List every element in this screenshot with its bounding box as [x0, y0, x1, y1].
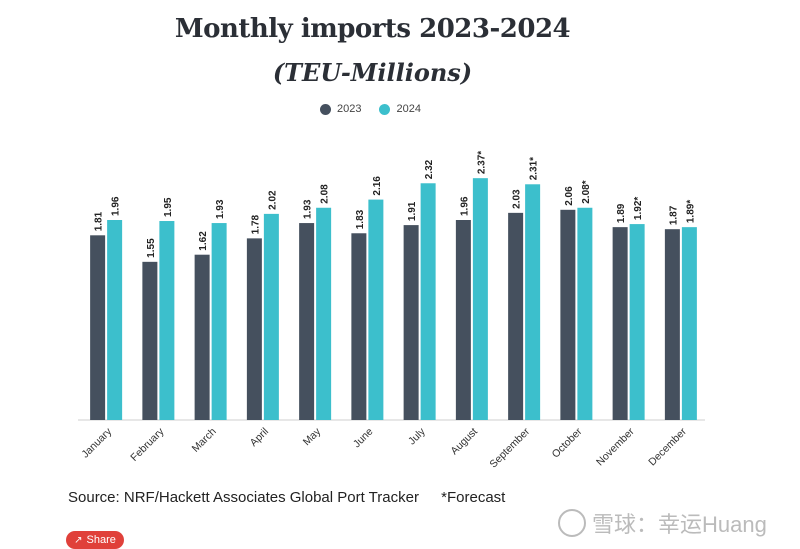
x-tick-label-january: January — [79, 425, 114, 460]
bar-2024-june — [368, 199, 384, 420]
legend-label-2023: 2023 — [337, 103, 362, 115]
data-label-2023-july: 1.91 — [407, 201, 418, 221]
share-icon: ↗ — [74, 534, 83, 546]
data-label-2024-august: 2.37* — [476, 151, 487, 174]
bar-2024-september — [525, 184, 541, 420]
data-label-2024-june: 2.16 — [372, 176, 383, 196]
bar-2024-january — [107, 220, 123, 420]
x-tick-label-june: June — [351, 426, 376, 451]
data-label-2024-december: 1.89* — [685, 200, 696, 223]
x-tick-label-april: April — [248, 426, 271, 449]
bar-2023-september — [508, 212, 524, 420]
legend-swatch-2024 — [379, 103, 391, 115]
bar-2023-july — [403, 225, 419, 420]
legend-label-2024: 2024 — [396, 103, 421, 115]
data-label-2024-october: 2.08* — [581, 180, 592, 203]
data-label-2023-may: 1.93 — [303, 199, 314, 219]
x-tick-label-march: March — [190, 426, 219, 455]
data-label-2023-november: 1.89 — [616, 203, 627, 223]
bar-2023-november — [612, 227, 628, 420]
legend-item-2023: 2023 — [320, 103, 361, 115]
x-tick-label-december: December — [646, 425, 689, 468]
x-tick-label-july: July — [406, 425, 428, 447]
watermark-text: 雪球：幸运Huang — [592, 512, 767, 537]
source-text: Source: NRF/Hackett Associates Global Po… — [68, 489, 419, 506]
data-label-2023-september: 2.03 — [512, 189, 523, 209]
forecast-note: *Forecast — [441, 489, 506, 506]
x-tick-label-october: October — [550, 425, 585, 460]
watermark-logo-icon — [558, 509, 586, 537]
bar-2024-november — [629, 224, 645, 420]
bar-2024-february — [159, 221, 175, 420]
x-tick-label-august: August — [448, 426, 480, 458]
bar-2023-october — [560, 209, 576, 420]
data-label-2023-august: 1.96 — [459, 196, 470, 216]
bar-2024-october — [577, 207, 593, 420]
data-label-2024-january: 1.96 — [111, 196, 122, 216]
data-label-2024-november: 1.92* — [633, 197, 644, 220]
bar-2023-january — [90, 235, 106, 420]
bar-2023-february — [142, 261, 158, 420]
data-label-2023-january: 1.81 — [94, 211, 105, 231]
bar-2023-june — [351, 233, 367, 420]
data-label-2023-february: 1.55 — [146, 238, 157, 258]
bar-2024-december — [681, 227, 697, 420]
bar-2023-april — [246, 238, 262, 420]
bar-2023-march — [194, 254, 210, 420]
x-tick-label-may: May — [301, 425, 324, 448]
bar-2024-march — [211, 223, 227, 420]
source-note: Source: NRF/Hackett Associates Global Po… — [68, 489, 505, 506]
x-tick-label-february: February — [128, 425, 167, 464]
data-label-2024-february: 1.95 — [163, 197, 174, 217]
legend-item-2024: 2024 — [379, 103, 421, 115]
data-label-2023-april: 1.78 — [250, 214, 261, 234]
data-label-2023-march: 1.62 — [198, 231, 209, 251]
bar-2023-august — [455, 220, 471, 420]
bar-2024-july — [420, 183, 436, 420]
chart-title: Monthly imports 2023-2024 — [174, 14, 571, 44]
legend-swatch-2023 — [320, 103, 331, 115]
bar-2024-april — [263, 213, 279, 420]
bar-2024-august — [472, 178, 488, 420]
share-button[interactable]: ↗ Share — [66, 531, 124, 549]
data-label-2023-december: 1.87 — [668, 205, 679, 225]
data-label-2024-september: 2.31* — [529, 157, 540, 180]
data-label-2023-june: 1.83 — [355, 209, 366, 229]
bar-2023-december — [664, 229, 680, 420]
watermark: 雪球：幸运Huang — [558, 507, 767, 539]
x-tick-label-november: November — [594, 425, 637, 468]
share-button-label: Share — [86, 534, 116, 546]
data-label-2024-may: 2.08 — [320, 184, 331, 204]
bar-2024-may — [316, 207, 332, 420]
bar-2023-may — [299, 223, 315, 420]
chart-legend: 2023 2024 — [320, 103, 421, 115]
chart-subtitle: (TEU-Millions) — [272, 58, 473, 87]
data-label-2024-april: 2.02 — [267, 190, 278, 210]
data-label-2024-march: 1.93 — [215, 199, 226, 219]
x-tick-label-september: September — [487, 425, 532, 470]
data-label-2023-october: 2.06 — [564, 186, 575, 206]
data-label-2024-july: 2.32 — [424, 159, 435, 179]
